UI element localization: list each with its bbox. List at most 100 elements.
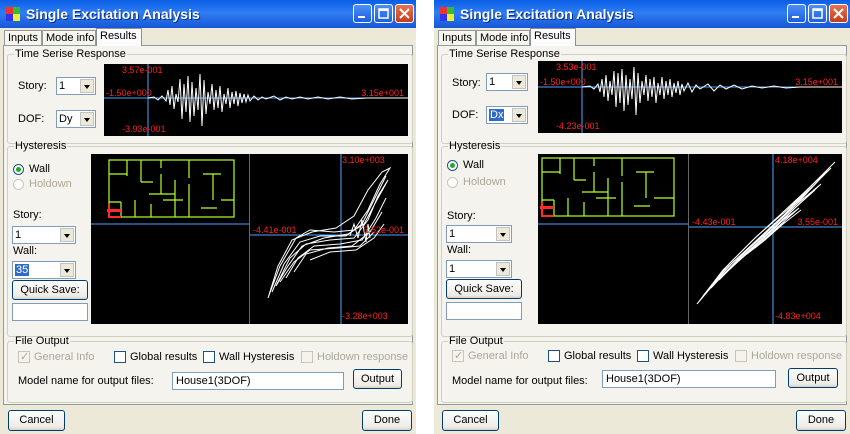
story-select[interactable]: 1: [56, 77, 96, 95]
dialog-footer: Cancel Done: [434, 405, 850, 434]
checkbox-icon: [114, 351, 126, 363]
close-button[interactable]: [395, 4, 414, 23]
model-name-label: Model name for output files:: [452, 375, 588, 387]
wall-select[interactable]: 1: [446, 260, 512, 278]
quick-save-field[interactable]: [12, 303, 88, 321]
close-icon: [833, 8, 844, 19]
done-button[interactable]: Done: [796, 410, 846, 431]
quick-save-button[interactable]: Quick Save:: [446, 279, 522, 299]
model-name-field[interactable]: House1(3DOF): [172, 372, 344, 390]
tab-inputs[interactable]: Inputs: [438, 30, 476, 45]
story-label: Story:: [18, 80, 47, 92]
title-bar[interactable]: Single Excitation Analysis: [434, 0, 850, 28]
wall-radio[interactable]: Wall: [13, 163, 50, 175]
hysteresis-bottom-value: -3.28e+003: [342, 311, 388, 321]
plot-top-value: 3.53e-001: [556, 62, 597, 72]
chevron-down-icon[interactable]: [496, 262, 510, 276]
output-button[interactable]: Output: [353, 369, 402, 389]
chevron-down-icon[interactable]: [80, 79, 94, 93]
global-results-label: Global results: [130, 351, 198, 363]
holdown-response-checkbox[interactable]: Holdown response: [301, 351, 408, 363]
wall-radio-label: Wall: [29, 163, 50, 175]
output-button[interactable]: Output: [788, 368, 838, 388]
plot-bottom-value: -4.23e-001: [556, 121, 600, 131]
results-panel: Time Serise Response Story: 1 DOF: Dx 3.…: [437, 45, 847, 405]
checkbox-icon: [301, 351, 313, 363]
holdown-radio[interactable]: Holdown: [447, 176, 506, 188]
hysteresis-legend: Hysteresis: [449, 140, 501, 152]
analysis-window-left: Single Excitation Analysis Inputs Mode i…: [0, 0, 416, 434]
hysteresis-story-select[interactable]: 1: [446, 225, 512, 243]
minimize-button[interactable]: [353, 4, 372, 23]
close-button[interactable]: [829, 4, 848, 23]
maximize-button[interactable]: [374, 4, 393, 23]
plot-right-value: 3.15e+001: [361, 88, 404, 98]
wall-select[interactable]: 35: [12, 261, 76, 279]
checkbox-icon: [548, 350, 560, 362]
tab-inputs[interactable]: Inputs: [4, 30, 42, 45]
wall-hysteresis-checkbox[interactable]: Wall Hysteresis: [637, 350, 728, 362]
floor-plan-drawing: [91, 159, 249, 225]
wall-value: 35: [15, 264, 30, 276]
cancel-button[interactable]: Cancel: [442, 410, 499, 431]
time-series-legend: Time Serise Response: [449, 48, 560, 60]
quick-save-button[interactable]: Quick Save:: [12, 280, 88, 300]
hysteresis-left-value: -4.41e-001: [253, 225, 297, 235]
hysteresis-loops: [250, 154, 408, 324]
minimize-button[interactable]: [787, 4, 806, 23]
quick-save-field[interactable]: [446, 302, 522, 320]
radio-unchecked-icon: [13, 179, 24, 190]
general-info-checkbox[interactable]: General Info: [18, 350, 95, 363]
chevron-down-icon[interactable]: [80, 112, 94, 126]
story-select[interactable]: 1: [486, 73, 528, 91]
hysteresis-story-value: 1: [15, 229, 22, 241]
dof-select[interactable]: Dy: [56, 110, 96, 128]
story-value: 1: [489, 76, 496, 88]
tab-mode-info[interactable]: Mode info: [42, 30, 96, 45]
floor-plan-drawing: [538, 157, 688, 225]
chevron-down-icon[interactable]: [60, 263, 74, 277]
general-info-checkbox[interactable]: General Info: [452, 349, 529, 362]
hysteresis-plot: 4.18e+004 -4.43e-001 3.55e-001 -4.83e+00…: [689, 154, 842, 324]
chevron-down-icon[interactable]: [512, 75, 526, 89]
model-name-field[interactable]: House1(3DOF): [602, 370, 776, 388]
title-bar[interactable]: Single Excitation Analysis: [0, 0, 416, 28]
global-results-checkbox[interactable]: Global results: [114, 351, 197, 363]
maximize-button[interactable]: [808, 4, 827, 23]
holdown-radio-label: Holdown: [463, 176, 506, 188]
global-results-checkbox[interactable]: Global results: [548, 350, 631, 362]
checkbox-icon: [18, 350, 30, 363]
file-output-group: File Output: [7, 335, 413, 403]
checkbox-icon: [735, 350, 747, 362]
hysteresis-right-value: 3.52e-001: [363, 225, 404, 235]
app-icon: [440, 7, 454, 21]
tab-results[interactable]: Results: [530, 28, 576, 46]
maximize-icon: [378, 8, 389, 19]
hysteresis-right-value: 3.55e-001: [797, 217, 838, 227]
cancel-button[interactable]: Cancel: [8, 410, 65, 431]
dof-select[interactable]: Dx: [486, 106, 528, 124]
chevron-down-icon[interactable]: [512, 108, 526, 122]
radio-checked-icon: [13, 164, 24, 175]
holdown-response-checkbox[interactable]: Holdown response: [735, 350, 842, 362]
chevron-down-icon[interactable]: [60, 228, 74, 242]
hysteresis-story-select[interactable]: 1: [12, 226, 76, 244]
minimize-icon: [358, 16, 365, 18]
wall-radio[interactable]: Wall: [447, 159, 484, 171]
file-output-group: File Output: [441, 335, 847, 403]
floor-plan-view[interactable]: [91, 154, 250, 324]
file-output-legend: File Output: [449, 335, 503, 347]
close-icon: [399, 8, 410, 19]
radio-unchecked-icon: [447, 177, 458, 188]
hysteresis-story-label: Story:: [13, 209, 42, 221]
dof-value: Dy: [59, 113, 73, 125]
wall-radio-label: Wall: [463, 159, 484, 171]
wall-hysteresis-checkbox[interactable]: Wall Hysteresis: [203, 351, 294, 363]
wall-hysteresis-label: Wall Hysteresis: [219, 351, 295, 363]
tab-mode-info[interactable]: Mode info: [476, 30, 530, 45]
floor-plan-view[interactable]: [538, 154, 689, 324]
holdown-radio[interactable]: Holdown: [13, 178, 72, 190]
chevron-down-icon[interactable]: [496, 227, 510, 241]
tab-results[interactable]: Results: [96, 28, 142, 46]
done-button[interactable]: Done: [362, 410, 412, 431]
